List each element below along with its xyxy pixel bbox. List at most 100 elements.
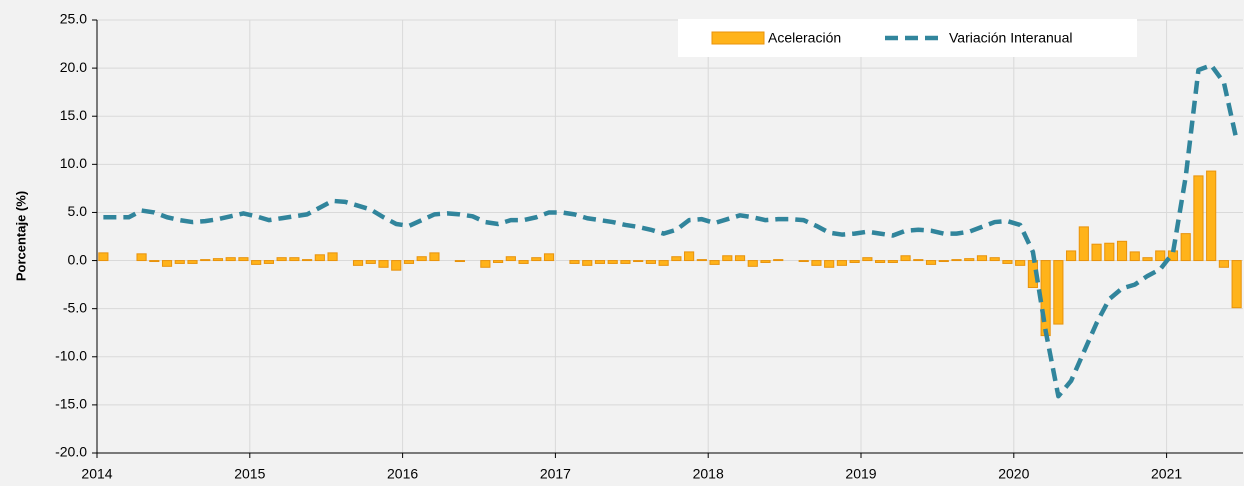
bar bbox=[251, 260, 262, 265]
bar bbox=[302, 259, 313, 262]
bar bbox=[1155, 250, 1166, 262]
bar bbox=[594, 260, 606, 264]
bar bbox=[238, 257, 249, 262]
bar bbox=[1002, 260, 1013, 264]
bar bbox=[161, 260, 173, 267]
legend-swatch bbox=[711, 31, 765, 45]
bar bbox=[187, 260, 198, 264]
x-tick-label: 2018 bbox=[693, 466, 724, 482]
y-tick-label: -20.0 bbox=[55, 444, 87, 460]
bar bbox=[225, 257, 236, 262]
bar bbox=[1231, 260, 1242, 309]
y-tick-label: -15.0 bbox=[55, 396, 87, 412]
bar bbox=[493, 260, 504, 263]
bar bbox=[276, 257, 287, 262]
y-tick-label: 10.0 bbox=[60, 155, 87, 171]
y-tick-label: 25.0 bbox=[60, 11, 87, 27]
bar bbox=[136, 253, 147, 262]
y-tick-label: -5.0 bbox=[63, 299, 87, 315]
bar bbox=[798, 260, 809, 263]
bar bbox=[658, 260, 669, 266]
bar bbox=[709, 260, 720, 265]
bar bbox=[454, 260, 465, 263]
bar bbox=[1053, 260, 1064, 325]
bar bbox=[1180, 233, 1191, 262]
bar bbox=[263, 260, 274, 264]
bar bbox=[976, 255, 988, 262]
bar bbox=[149, 260, 160, 263]
y-tick-label: 5.0 bbox=[68, 203, 88, 219]
bar bbox=[391, 260, 402, 271]
bar bbox=[1218, 260, 1229, 268]
bar bbox=[989, 257, 1000, 262]
bar bbox=[1142, 257, 1153, 262]
bar bbox=[824, 260, 835, 268]
bar bbox=[836, 260, 847, 266]
bar bbox=[607, 260, 618, 264]
bar bbox=[378, 260, 389, 268]
bar bbox=[773, 259, 784, 262]
bar bbox=[518, 260, 529, 264]
bar bbox=[403, 260, 415, 264]
bar bbox=[505, 256, 516, 262]
bar bbox=[964, 258, 975, 262]
bar bbox=[696, 259, 707, 262]
bar bbox=[913, 259, 924, 262]
bar bbox=[416, 256, 427, 262]
bar bbox=[543, 253, 555, 262]
x-tick-label: 2020 bbox=[998, 466, 1029, 482]
bar bbox=[212, 258, 224, 262]
line bbox=[103, 62, 1239, 399]
bar bbox=[200, 259, 211, 262]
bar bbox=[875, 260, 886, 263]
bar bbox=[684, 251, 695, 262]
bar bbox=[480, 260, 491, 268]
bar bbox=[582, 260, 593, 266]
bar bbox=[289, 257, 300, 262]
bar bbox=[722, 255, 733, 262]
bar bbox=[760, 260, 771, 263]
bar bbox=[314, 254, 325, 262]
bar bbox=[900, 255, 911, 262]
bar bbox=[671, 256, 682, 262]
legend-label: Aceleración bbox=[768, 30, 841, 46]
x-tick-label: 2017 bbox=[540, 466, 571, 482]
y-tick-label: 15.0 bbox=[60, 107, 87, 123]
bar bbox=[1078, 226, 1089, 262]
x-tick-label: 2021 bbox=[1151, 466, 1182, 482]
bar bbox=[1104, 242, 1115, 262]
y-axis-title: Porcentaje (%) bbox=[13, 191, 28, 281]
bar bbox=[887, 260, 898, 263]
bar bbox=[938, 260, 949, 263]
bar bbox=[365, 260, 376, 264]
bar bbox=[98, 252, 109, 262]
bar bbox=[620, 260, 631, 264]
x-tick-label: 2019 bbox=[845, 466, 876, 482]
bar bbox=[327, 252, 338, 262]
bar bbox=[1066, 250, 1077, 262]
bar bbox=[531, 257, 542, 262]
bar bbox=[1015, 260, 1026, 266]
x-tick-label: 2016 bbox=[387, 466, 418, 482]
bar bbox=[1193, 175, 1204, 262]
y-tick-label: -10.0 bbox=[55, 347, 87, 363]
x-tick-label: 2015 bbox=[234, 466, 265, 482]
legend-label: Variación Interanual bbox=[949, 30, 1072, 46]
bar bbox=[925, 260, 937, 265]
bar bbox=[633, 260, 644, 263]
bar bbox=[951, 259, 962, 262]
bar bbox=[747, 260, 758, 267]
bar bbox=[1206, 170, 1217, 262]
bar bbox=[734, 255, 746, 262]
bar bbox=[645, 260, 656, 264]
bar bbox=[429, 252, 440, 262]
x-tick-label: 2014 bbox=[81, 466, 112, 482]
y-tick-label: 20.0 bbox=[60, 59, 87, 75]
bar bbox=[811, 260, 822, 266]
bar bbox=[1129, 251, 1140, 262]
bar bbox=[174, 260, 185, 264]
bar bbox=[569, 260, 580, 264]
